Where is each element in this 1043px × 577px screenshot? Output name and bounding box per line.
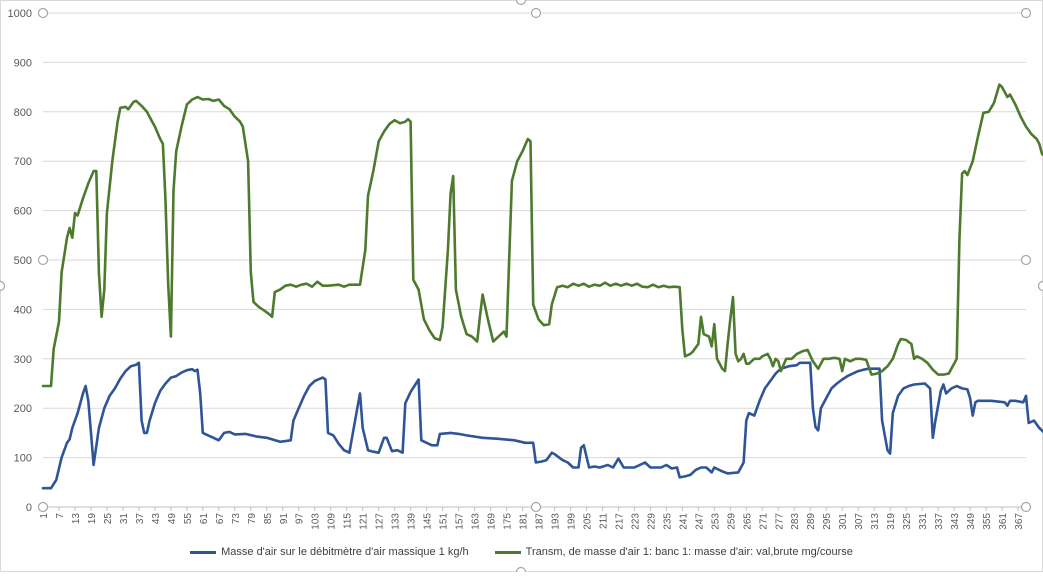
x-tick-label: 223 (630, 513, 641, 530)
y-tick-label: 300 (14, 354, 32, 366)
x-tick-label: 265 (742, 513, 753, 530)
x-tick-label: 7 (55, 513, 66, 519)
x-tick-label: 145 (423, 513, 434, 530)
x-tick-label: 31 (119, 513, 130, 525)
x-tick-label: 331 (918, 513, 929, 530)
x-tick-label: 139 (407, 513, 418, 530)
x-tick-label: 289 (806, 513, 817, 530)
resize-handle[interactable] (39, 256, 48, 265)
y-tick-label: 700 (14, 156, 32, 168)
x-tick-label: 43 (151, 513, 162, 525)
x-tick-label: 253 (710, 513, 721, 530)
x-tick-label: 115 (343, 513, 354, 529)
resize-handle[interactable] (532, 9, 541, 18)
legend-swatch-airflow (190, 551, 216, 554)
legend-item-airmass: Transm, de masse d'air 1: banc 1: masse … (495, 540, 853, 564)
y-tick-label: 0 (26, 502, 32, 514)
x-tick-label: 103 (311, 513, 322, 530)
x-tick-label: 73 (231, 513, 242, 525)
x-tick-label: 13 (71, 513, 82, 525)
x-tick-label: 1 (39, 513, 50, 519)
x-tick-label: 25 (103, 513, 114, 525)
x-tick-label: 187 (534, 513, 545, 530)
legend: Masse d'air sur le débitmètre d'air mass… (0, 540, 1043, 564)
x-tick-label: 37 (135, 513, 146, 525)
legend-swatch-airmass (495, 551, 521, 554)
x-tick-label: 85 (263, 513, 274, 525)
x-tick-label: 109 (327, 513, 338, 530)
x-tick-label: 319 (886, 513, 897, 530)
x-tick-label: 277 (774, 513, 785, 530)
x-tick-label: 121 (359, 513, 370, 530)
legend-item-airflow: Masse d'air sur le débitmètre d'air mass… (190, 540, 469, 564)
x-tick-label: 259 (726, 513, 737, 530)
x-tick-label: 175 (503, 513, 514, 530)
y-tick-label: 200 (14, 403, 32, 415)
x-tick-label: 151 (439, 513, 450, 530)
x-tick-label: 55 (183, 513, 194, 525)
x-tick-label: 271 (758, 513, 769, 530)
x-tick-label: 61 (199, 513, 210, 525)
y-tick-label: 400 (14, 304, 32, 316)
x-tick-label: 169 (487, 513, 498, 530)
y-tick-label: 1000 (8, 8, 32, 20)
resize-handle[interactable] (1022, 9, 1031, 18)
resize-handle[interactable] (1022, 503, 1031, 512)
x-tick-label: 205 (582, 513, 593, 530)
resize-handle[interactable] (1039, 282, 1043, 291)
x-tick-label: 133 (391, 513, 402, 530)
x-tick-label: 199 (566, 513, 577, 530)
resize-handle[interactable] (39, 503, 48, 512)
x-tick-label: 193 (550, 513, 561, 530)
x-tick-label: 181 (519, 513, 530, 530)
x-tick-label: 343 (950, 513, 961, 530)
y-tick-label: 600 (14, 206, 32, 218)
x-tick-label: 19 (87, 513, 98, 525)
x-tick-label: 235 (662, 513, 673, 530)
x-tick-label: 157 (455, 513, 466, 530)
x-tick-label: 229 (646, 513, 657, 530)
x-tick-label: 307 (854, 513, 865, 530)
resize-handle[interactable] (532, 503, 541, 512)
resize-handle[interactable] (39, 9, 48, 18)
resize-handle[interactable] (1022, 256, 1031, 265)
resize-handle[interactable] (0, 282, 5, 291)
x-tick-label: 295 (822, 513, 833, 530)
resize-handle[interactable] (517, 568, 526, 573)
x-tick-label: 97 (295, 513, 306, 525)
legend-label-airflow: Masse d'air sur le débitmètre d'air mass… (221, 546, 469, 558)
y-tick-label: 500 (14, 255, 32, 267)
x-tick-label: 247 (694, 513, 705, 530)
x-tick-label: 163 (471, 513, 482, 530)
x-tick-label: 349 (966, 513, 977, 530)
legend-label-airmass: Transm, de masse d'air 1: banc 1: masse … (526, 546, 853, 558)
x-tick-label: 337 (934, 513, 945, 530)
x-tick-label: 79 (247, 513, 258, 525)
x-tick-label: 241 (678, 513, 689, 530)
x-tick-label: 355 (982, 513, 993, 530)
x-tick-label: 49 (167, 513, 178, 525)
x-tick-label: 361 (998, 513, 1009, 530)
x-tick-label: 217 (614, 513, 625, 530)
x-tick-label: 283 (790, 513, 801, 530)
x-tick-label: 313 (870, 513, 881, 530)
x-tick-label: 91 (279, 513, 290, 525)
x-tick-label: 67 (215, 513, 226, 525)
x-tick-label: 325 (902, 513, 913, 530)
y-tick-label: 800 (14, 107, 32, 119)
x-tick-label: 127 (375, 513, 386, 530)
resize-handle[interactable] (517, 0, 526, 5)
y-tick-label: 900 (14, 57, 32, 69)
x-tick-label: 367 (1014, 513, 1025, 530)
x-tick-label: 211 (598, 513, 609, 529)
x-tick-label: 301 (838, 513, 849, 530)
y-tick-label: 100 (14, 453, 32, 465)
